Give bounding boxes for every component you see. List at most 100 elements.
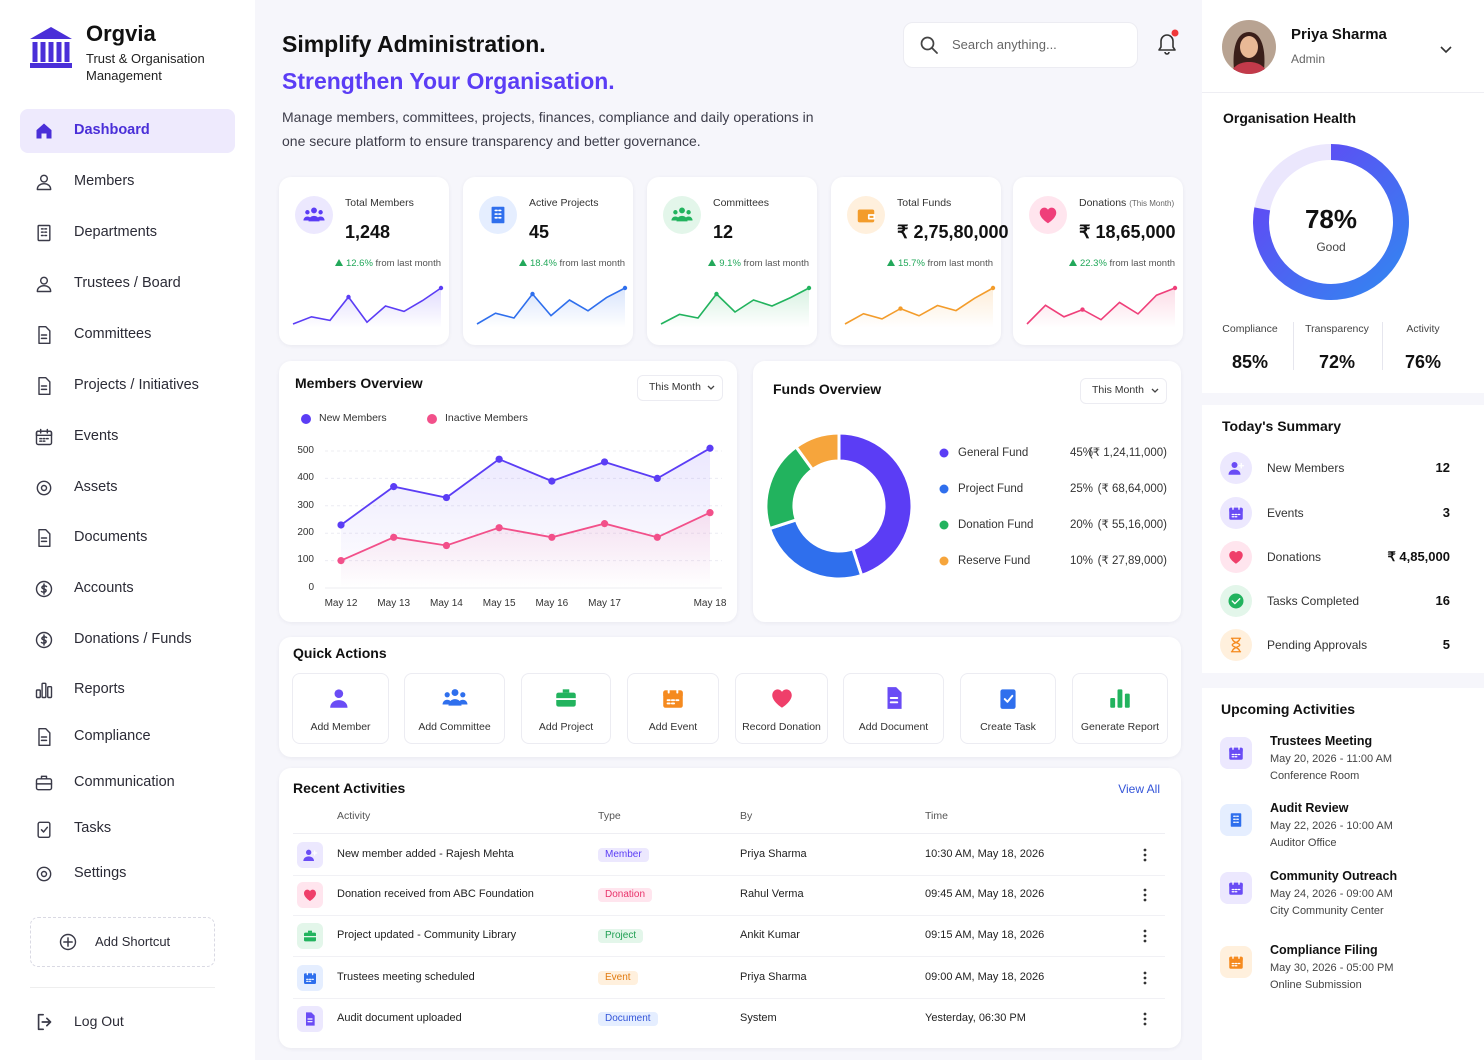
icon-shape (312, 850, 318, 856)
icon-shape (1230, 637, 1242, 653)
row-menu[interactable] (1142, 971, 1148, 985)
add-shortcut-label[interactable]: Add Shortcut (95, 933, 171, 949)
quick-action[interactable] (521, 673, 611, 744)
stat-change-text: from last month (927, 258, 993, 270)
activity-by: System (740, 1012, 777, 1025)
period-label[interactable]: This Month (649, 381, 701, 394)
quick-action-label[interactable]: Add Event (648, 721, 698, 734)
nav-item[interactable]: Donations / Funds (74, 631, 192, 647)
logout-label[interactable]: Log Out (74, 1013, 124, 1030)
nav-item[interactable]: Events (74, 428, 119, 444)
nav-item[interactable]: Tasks (74, 820, 112, 836)
nav-active-bg[interactable] (20, 109, 235, 153)
nav-item[interactable]: Accounts (74, 580, 134, 596)
icon-shape (867, 214, 876, 220)
icon-bg-circle (1220, 629, 1252, 661)
icon (36, 866, 52, 882)
search-box[interactable] (903, 22, 1138, 68)
search-placeholder[interactable]: Search anything... (952, 36, 1057, 52)
stat-change-value: 22.3% (1079, 258, 1107, 270)
quick-action-label[interactable]: Record Donation (742, 721, 821, 734)
legend-label: General Fund (958, 446, 1029, 459)
nav-item[interactable]: Compliance (74, 728, 151, 744)
summary-value: 5 (1442, 636, 1450, 652)
nav-item[interactable]: Departments (74, 224, 158, 240)
quick-action-label[interactable]: Add Committee (418, 721, 491, 734)
row-menu[interactable] (1142, 888, 1148, 902)
up-arrow (518, 259, 527, 267)
add-shortcut[interactable] (30, 917, 215, 967)
view-all-link[interactable]: View All (1118, 781, 1160, 796)
x-tick-label: May 17 (588, 597, 621, 609)
menu-dot (1143, 888, 1147, 892)
activities-title: Recent Activities (293, 780, 406, 797)
icon-shape (1440, 46, 1452, 54)
nav-item[interactable]: Assets (74, 479, 118, 495)
quick-action-label[interactable]: Add Document (858, 721, 929, 734)
icon (1228, 593, 1244, 609)
icon-shape (311, 207, 317, 214)
nav-item[interactable]: Committees (74, 326, 152, 342)
stat-change-value: 15.7% (897, 258, 925, 270)
sparkline-dot (990, 285, 996, 291)
nav-item[interactable]: Documents (74, 529, 148, 545)
nav-item[interactable]: Dashboard (74, 122, 150, 138)
quick-action-label[interactable]: Generate Report (1080, 721, 1160, 734)
type-tag: Document (598, 1011, 658, 1027)
icon-shape (1229, 882, 1243, 887)
period-label[interactable]: This Month (1092, 384, 1144, 397)
quick-action[interactable] (1072, 673, 1168, 744)
icon-shape (931, 47, 938, 54)
nav-item[interactable]: Members (74, 173, 135, 189)
row-menu[interactable] (1142, 848, 1148, 862)
icon (1229, 954, 1243, 969)
stat-change-text: from last month (743, 258, 809, 270)
row-divider (293, 915, 1165, 916)
quick-action-label[interactable]: Add Project (538, 721, 594, 734)
quick-action-label[interactable]: Add Member (310, 721, 371, 734)
icon-shape (36, 284, 52, 293)
divider (30, 987, 215, 988)
notification-bell[interactable] (1155, 29, 1181, 57)
y-tick-label: 100 (297, 554, 314, 566)
icon-shape (494, 209, 502, 219)
activity-text: Donation received from ABC Foundation (337, 888, 534, 901)
legend-dot (939, 448, 949, 458)
nav-item[interactable]: Reports (74, 681, 125, 697)
icon-shape (1231, 598, 1241, 605)
nav-item[interactable]: Trustees / Board (74, 275, 181, 291)
row-menu[interactable] (1142, 929, 1148, 943)
period-dropdown[interactable] (1080, 378, 1167, 404)
icon-bg-circle (1220, 452, 1252, 484)
activity-time: 09:15 AM, May 18, 2026 (925, 929, 1045, 942)
sparkline-dot (1080, 307, 1085, 312)
row-menu[interactable] (1142, 1012, 1148, 1026)
quick-action[interactable] (627, 673, 719, 744)
quick-action[interactable] (292, 673, 389, 744)
icon-shape (318, 210, 323, 215)
icon-shape (1231, 462, 1238, 468)
nav-item[interactable]: Settings (74, 865, 127, 881)
fund-amount: (₹ 27,89,000) (1097, 554, 1167, 567)
stat-label-note: (This Month) (1129, 199, 1175, 209)
icon-shape (686, 210, 691, 215)
y-tick-label: 0 (308, 581, 314, 593)
icon (38, 528, 51, 548)
icon (306, 1012, 315, 1026)
quick-action[interactable] (735, 673, 828, 744)
nav-item[interactable]: Projects / Initiatives (74, 377, 199, 393)
nav-item[interactable]: Communication (74, 774, 175, 790)
activity-time: Yesterday, 06:30 PM (925, 1012, 1026, 1025)
quick-action[interactable] (843, 673, 944, 744)
chevron[interactable] (1440, 46, 1452, 54)
icon-shape (1228, 469, 1241, 475)
upcoming-where: City Community Center (1270, 905, 1384, 918)
icon (1230, 813, 1242, 827)
sparkline-dot (346, 294, 351, 300)
icon (36, 174, 52, 191)
icon-shape (562, 689, 570, 693)
quick-action[interactable] (404, 673, 505, 744)
sparkline-dot (438, 285, 444, 291)
quick-action-label[interactable]: Create Task (980, 721, 1036, 734)
period-dropdown[interactable] (637, 375, 723, 401)
